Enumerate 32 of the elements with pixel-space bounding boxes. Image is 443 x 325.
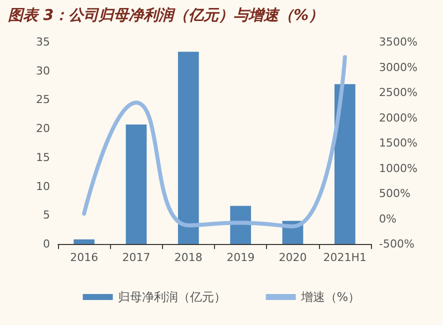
y2-tick-label: 2500% <box>379 86 418 99</box>
x-tick-label: 2016 <box>70 251 98 264</box>
x-tick-label: 2019 <box>226 251 255 264</box>
y2-tick-label: 1000% <box>379 162 418 175</box>
x-tick-label: 2018 <box>174 251 202 264</box>
y2-tick-label: 500% <box>379 187 410 200</box>
line-series <box>82 55 347 228</box>
y-tick-label: 10 <box>36 180 50 193</box>
y2-tick-label: 3500% <box>379 36 418 48</box>
y-tick-label: 5 <box>43 208 50 222</box>
y-tick-label: 0 <box>43 238 50 250</box>
x-tick-label: 2017 <box>122 251 150 264</box>
chart-title: 图表 3：公司归母净利润（亿元）与增速（%） <box>8 6 324 25</box>
y2-tick-label: -500% <box>379 238 414 250</box>
bar <box>230 206 252 244</box>
y2-tick-label: 3000% <box>379 60 418 74</box>
y2-tick-label: 0% <box>379 212 396 226</box>
y-tick-label: 35 <box>36 36 50 48</box>
legend-label: 增速（%） <box>300 290 360 304</box>
legend-label: 归母净利润（亿元） <box>118 290 226 304</box>
x-tick-label: 2021H1 <box>323 251 367 264</box>
bar <box>74 239 95 244</box>
y2-tick-label: 2000% <box>379 111 418 124</box>
y2-tick-label: 1500% <box>379 136 418 150</box>
y-tick-label: 15 <box>36 150 50 164</box>
y-tick-label: 25 <box>36 93 50 106</box>
bar <box>334 84 356 244</box>
y-tick-label: 30 <box>36 64 50 78</box>
bar <box>178 52 199 244</box>
bar <box>126 124 147 244</box>
x-tick-label: 2020 <box>278 251 307 264</box>
y-tick-label: 20 <box>36 122 50 136</box>
